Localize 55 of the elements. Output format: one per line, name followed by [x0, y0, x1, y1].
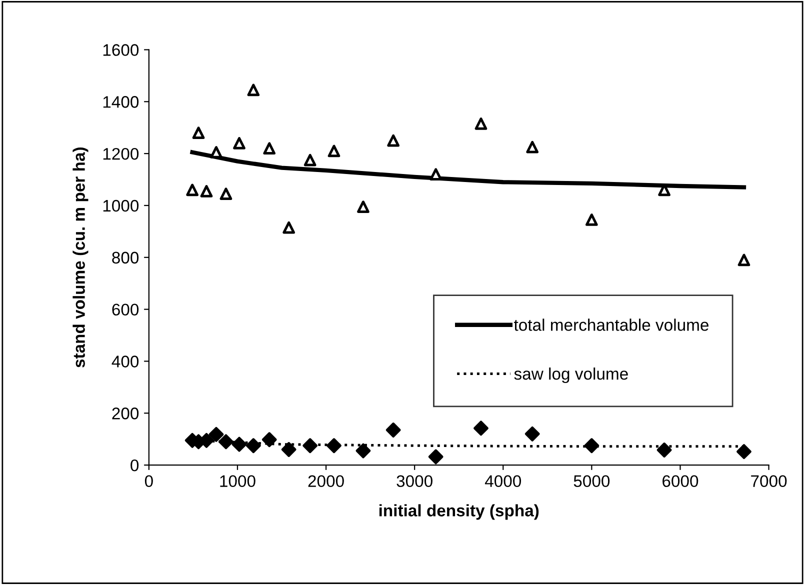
- point: [386, 422, 401, 438]
- point: [247, 84, 260, 96]
- point: [246, 438, 261, 454]
- x-axis-title: initial density (spha): [379, 504, 539, 520]
- point: [526, 140, 539, 154]
- y-axis-title: stand volume (cu. m per ha): [72, 148, 88, 368]
- point: [282, 221, 295, 234]
- y-tick-label: 400: [112, 356, 139, 368]
- point: [192, 126, 205, 139]
- y-tick-label: 1400: [103, 96, 139, 108]
- point: [186, 184, 198, 196]
- y-tick-label: 600: [112, 304, 139, 316]
- point: [210, 146, 222, 158]
- x-tick-label: 5000: [574, 475, 610, 488]
- y-tick-label: 1600: [103, 44, 139, 56]
- y-tick-label: 0: [130, 459, 139, 472]
- point: [233, 137, 246, 150]
- point: [474, 420, 488, 436]
- point: [656, 442, 672, 458]
- point: [218, 434, 234, 450]
- point: [304, 154, 316, 166]
- point: [200, 185, 213, 198]
- y-tick-label: 200: [112, 408, 139, 420]
- point: [302, 438, 318, 454]
- x-tick-label: 0: [144, 475, 153, 488]
- point: [328, 144, 340, 158]
- y-tick-label: 1200: [103, 148, 139, 160]
- x-tick-label: 4000: [484, 475, 522, 488]
- point: [474, 118, 488, 130]
- point: [262, 432, 277, 448]
- y-tick-label: 800: [112, 252, 139, 264]
- point: [428, 449, 444, 464]
- point: [281, 442, 296, 457]
- x-tick-label: 1000: [220, 475, 256, 488]
- x-tick-label: 6000: [662, 475, 698, 488]
- point: [356, 443, 371, 458]
- y-tick-label: 1000: [103, 200, 139, 212]
- x-tick-label: 2000: [308, 475, 344, 488]
- point: [220, 188, 232, 200]
- point: [263, 142, 276, 155]
- point: [738, 254, 750, 266]
- point: [326, 438, 342, 454]
- point: [208, 426, 224, 442]
- legend-label: saw log volume: [514, 368, 628, 384]
- point: [430, 168, 442, 180]
- legend-label: total merchantable volume: [514, 318, 708, 331]
- point: [524, 426, 540, 442]
- point: [584, 438, 600, 454]
- point: [232, 436, 247, 452]
- point: [387, 134, 400, 147]
- x-tick-label: 7000: [751, 475, 787, 488]
- x-tick-label: 3000: [396, 475, 432, 488]
- point: [736, 444, 752, 460]
- point: [586, 214, 598, 226]
- point: [357, 200, 370, 213]
